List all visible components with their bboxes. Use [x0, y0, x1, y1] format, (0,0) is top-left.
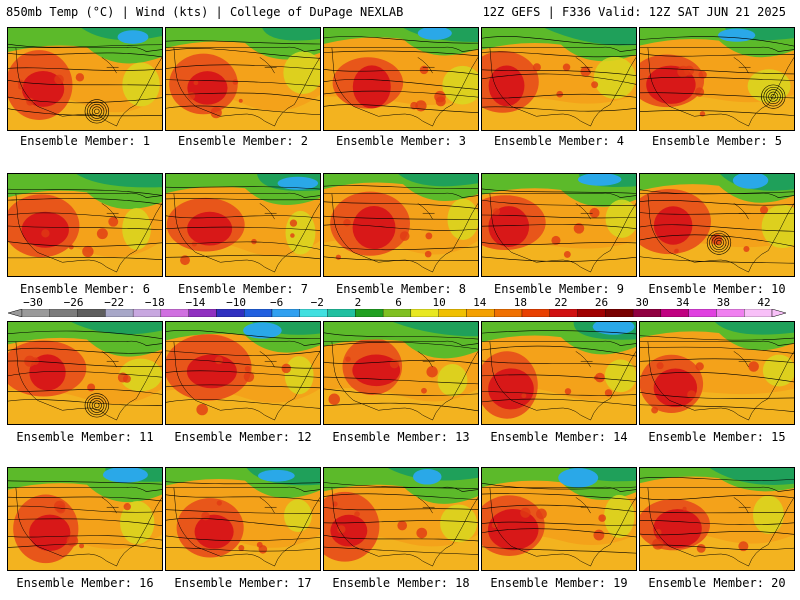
ensemble-member-label: Ensemble Member: 6: [19, 282, 151, 296]
temperature-map: [640, 28, 794, 130]
ensemble-map-5: [639, 27, 795, 131]
colorbar-tick-label: 38: [716, 296, 730, 309]
temperature-map: [482, 174, 636, 276]
colorbar-tick-label: −30: [23, 296, 43, 309]
temperature-map: [8, 322, 162, 424]
temperature-map: [482, 468, 636, 570]
ensemble-map-19: [481, 467, 637, 571]
colorbar-tick-label: 42: [757, 296, 771, 309]
chart-title: 850mb Temp (°C) | Wind (kts) | College o…: [6, 5, 404, 19]
ensemble-member-label: Ensemble Member: 2: [177, 134, 309, 148]
temperature-map: [324, 174, 478, 276]
ensemble-map-9: [481, 173, 637, 277]
temperature-map: [640, 468, 794, 570]
ensemble-map-1: [7, 27, 163, 131]
ensemble-map-14: [481, 321, 637, 425]
colorbar-tick-label: 30: [635, 296, 649, 309]
colorbar-tick-label: 26: [594, 296, 609, 309]
temperature-colorbar: [8, 309, 786, 317]
colorbar-tick-label: −10: [226, 296, 246, 309]
ensemble-member-label: Ensemble Member: 10: [648, 282, 786, 296]
ensemble-member-label: Ensemble Member: 12: [174, 430, 312, 444]
colorbar-tick-label: 6: [395, 296, 402, 309]
ensemble-map-11: [7, 321, 163, 425]
ensemble-map-16: [7, 467, 163, 571]
temperature-map: [166, 174, 320, 276]
ensemble-map-10: [639, 173, 795, 277]
colorbar-tick-label: −18: [144, 296, 165, 309]
colorbar-tick-label: −14: [185, 296, 206, 309]
colorbar-tick-label: 14: [473, 296, 487, 309]
colorbar-tick-label: 2: [354, 296, 362, 309]
temperature-map: [8, 28, 162, 130]
temperature-map: [640, 174, 794, 276]
ensemble-map-17: [165, 467, 321, 571]
ensemble-map-20: [639, 467, 795, 571]
temperature-map: [482, 322, 636, 424]
ensemble-member-label: Ensemble Member: 18: [332, 576, 470, 590]
ensemble-map-2: [165, 27, 321, 131]
temperature-map: [324, 468, 478, 570]
ensemble-member-label: Ensemble Member: 7: [177, 282, 309, 296]
ensemble-member-label: Ensemble Member: 16: [16, 576, 154, 590]
colorbar-tick-label: −2: [310, 296, 324, 309]
ensemble-map-8: [323, 173, 479, 277]
ensemble-member-label: Ensemble Member: 8: [335, 282, 467, 296]
temperature-map: [8, 174, 162, 276]
colorbar-tick-label: −22: [104, 296, 125, 309]
ensemble-member-label: Ensemble Member: 1: [19, 134, 151, 148]
ensemble-map-4: [481, 27, 637, 131]
colorbar-tick-label: 10: [432, 296, 446, 309]
ensemble-map-12: [165, 321, 321, 425]
ensemble-member-label: Ensemble Member: 4: [493, 134, 625, 148]
ensemble-member-label: Ensemble Member: 13: [332, 430, 470, 444]
colorbar-tick-label: −26: [63, 296, 84, 309]
temperature-map: [324, 28, 478, 130]
ensemble-map-3: [323, 27, 479, 131]
ensemble-map-15: [639, 321, 795, 425]
temperature-map: [8, 468, 162, 570]
ensemble-map-18: [323, 467, 479, 571]
temperature-map: [482, 28, 636, 130]
ensemble-member-label: Ensemble Member: 20: [648, 576, 786, 590]
ensemble-map-6: [7, 173, 163, 277]
temperature-map: [166, 468, 320, 570]
temperature-map: [324, 322, 478, 424]
ensemble-member-label: Ensemble Member: 14: [490, 430, 628, 444]
ensemble-member-label: Ensemble Member: 3: [335, 134, 467, 148]
temperature-map: [166, 322, 320, 424]
colorbar-tick-label: 22: [554, 296, 568, 309]
ensemble-member-label: Ensemble Member: 19: [490, 576, 628, 590]
colorbar-tick-label: 34: [676, 296, 690, 309]
temperature-map: [166, 28, 320, 130]
colorbar-tick-label: 18: [513, 296, 527, 309]
ensemble-member-label: Ensemble Member: 17: [174, 576, 312, 590]
colorbar-tick-label: −6: [270, 296, 284, 309]
ensemble-member-label: Ensemble Member: 15: [648, 430, 786, 444]
ensemble-map-13: [323, 321, 479, 425]
ensemble-member-label: Ensemble Member: 9: [493, 282, 625, 296]
ensemble-member-label: Ensemble Member: 11: [16, 430, 154, 444]
temperature-map: [640, 322, 794, 424]
ensemble-member-label: Ensemble Member: 5: [651, 134, 783, 148]
model-run-info: 12Z GEFS | F336 Valid: 12Z SAT JUN 21 20…: [482, 5, 786, 19]
ensemble-map-7: [165, 173, 321, 277]
